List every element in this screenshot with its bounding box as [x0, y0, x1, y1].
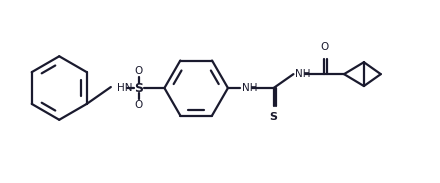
- Text: S: S: [134, 82, 143, 95]
- Text: O: O: [320, 42, 328, 52]
- Text: O: O: [135, 100, 143, 110]
- Text: S: S: [270, 112, 278, 122]
- Text: O: O: [135, 66, 143, 76]
- Text: HN: HN: [117, 83, 132, 93]
- Text: NH: NH: [295, 69, 311, 79]
- Text: NH: NH: [242, 83, 257, 93]
